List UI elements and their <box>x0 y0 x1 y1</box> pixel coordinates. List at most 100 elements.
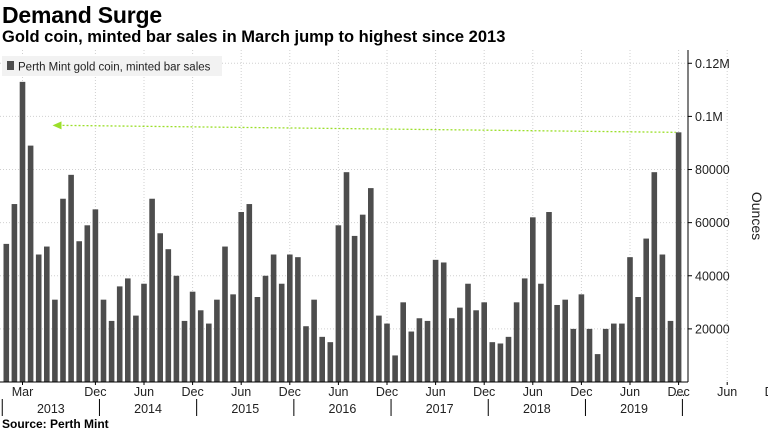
bar <box>384 323 390 382</box>
bar <box>530 217 536 382</box>
bar <box>392 355 398 382</box>
bar <box>513 302 520 382</box>
bar <box>570 328 577 382</box>
bar <box>76 241 82 382</box>
source-note: Source: Perth Mint <box>2 417 109 431</box>
bar <box>416 318 423 382</box>
bar <box>230 294 236 382</box>
bar <box>554 304 560 382</box>
bar <box>659 254 666 382</box>
bar <box>400 302 406 382</box>
x-tick-label: Dec <box>376 385 398 399</box>
legend-label: Perth Mint gold coin, minted bar sales <box>18 62 211 74</box>
bar <box>343 172 350 382</box>
y-axis: 20000 40000 60000 80000 0.1M 0.12M Ounces <box>687 50 765 382</box>
y-tick-label: 0.12M <box>695 57 730 71</box>
bar <box>181 320 188 382</box>
bar <box>627 257 633 382</box>
bar <box>149 198 155 382</box>
bar <box>586 328 593 382</box>
bar <box>27 145 34 382</box>
y-tick-label: 40000 <box>695 269 730 283</box>
bar <box>481 302 487 382</box>
bar <box>319 336 325 382</box>
bar <box>538 283 544 382</box>
x-tick-label: Jun <box>328 385 348 399</box>
bar <box>424 320 431 382</box>
x-tick-label: Dec <box>765 385 768 399</box>
bar <box>189 291 196 382</box>
bar <box>311 299 317 382</box>
x-tick-label: Jun <box>620 385 640 399</box>
bar <box>108 320 115 382</box>
bar <box>578 294 585 382</box>
x-tick-label: Mar <box>12 385 34 399</box>
bar <box>473 310 479 382</box>
x-tick-label: Dec <box>181 385 203 399</box>
bar <box>157 233 163 382</box>
bar <box>449 318 455 382</box>
bar <box>295 257 301 382</box>
bar <box>68 174 74 382</box>
bar <box>497 343 504 382</box>
bar <box>457 307 463 382</box>
x-tick-label: Dec <box>84 385 106 399</box>
bar <box>521 278 528 382</box>
chart-title: Demand Surge <box>2 2 162 28</box>
legend: Perth Mint gold coin, minted bar sales <box>2 56 222 76</box>
bar <box>197 310 204 382</box>
x-tick-label: Jun <box>717 385 737 399</box>
x-tick-label: Jun <box>426 385 446 399</box>
bar <box>408 331 415 382</box>
bar <box>254 297 261 382</box>
bar <box>141 283 147 382</box>
bar <box>368 188 374 382</box>
bar <box>270 254 277 382</box>
year-label: 2013 <box>37 402 65 416</box>
y-tick-label: 0.1M <box>695 110 723 124</box>
bar <box>432 259 439 382</box>
year-label: 2019 <box>620 402 648 416</box>
bar <box>440 262 447 382</box>
chart-subtitle: Gold coin, minted bar sales in March jum… <box>2 28 506 46</box>
year-label: 2014 <box>134 402 162 416</box>
year-label: 2016 <box>329 402 357 416</box>
bar <box>125 278 131 382</box>
bar <box>327 342 334 382</box>
y-axis-title: Ounces <box>749 192 765 240</box>
annotation-arrow <box>52 121 676 133</box>
bar <box>651 172 658 382</box>
bar <box>92 209 99 382</box>
x-axis: Mar Dec Jun Dec Jun Dec Jun Dec Jun Dec Jun Dec Jun D… <box>0 381 768 416</box>
bar <box>11 204 18 382</box>
bar <box>35 254 42 382</box>
bar <box>602 328 609 382</box>
bar <box>19 81 26 382</box>
bar <box>262 275 269 382</box>
bar <box>643 238 649 382</box>
annotation-line <box>58 124 676 133</box>
year-label: 2017 <box>426 402 454 416</box>
bar <box>489 342 496 382</box>
bar <box>214 299 220 382</box>
bar <box>44 246 50 382</box>
bar <box>246 204 253 382</box>
bar <box>611 323 617 382</box>
legend-box <box>2 56 222 76</box>
bar <box>238 212 244 382</box>
bar <box>60 198 66 382</box>
bar <box>594 354 601 382</box>
bar <box>100 299 107 382</box>
bar <box>165 249 172 382</box>
x-tick-label: Dec <box>473 385 495 399</box>
bar <box>52 299 58 382</box>
bar <box>546 212 552 382</box>
x-tick-label: Jun <box>523 385 543 399</box>
bar <box>206 323 212 382</box>
x-tick-label: Dec <box>570 385 592 399</box>
y-tick-label: 80000 <box>695 163 730 177</box>
x-tick-ellipsis: ... <box>675 385 685 399</box>
bar <box>173 275 180 382</box>
bar <box>351 235 358 382</box>
